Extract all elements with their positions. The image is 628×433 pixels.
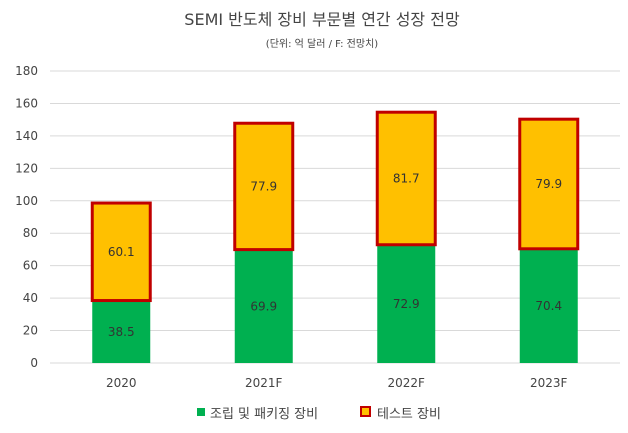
y-tick-label: 80 <box>23 226 38 240</box>
bar-test-equipment <box>375 110 437 247</box>
data-label-test: 60.1 <box>108 245 135 259</box>
y-tick-label: 20 <box>23 324 38 338</box>
bar-assembly-packaging <box>234 249 293 363</box>
data-label-assembly: 70.4 <box>535 299 562 313</box>
bar-test-equipment <box>233 121 295 252</box>
x-category-label: 2020 <box>106 376 137 390</box>
x-category-label: 2021F <box>245 376 283 390</box>
legend-label-test: 테스트 장비 <box>377 407 441 422</box>
y-tick-label: 100 <box>15 194 38 208</box>
y-tick-label: 40 <box>23 291 38 305</box>
data-label-test: 77.9 <box>250 179 277 193</box>
y-tick-label: 180 <box>15 64 38 78</box>
chart-title: SEMI 반도체 장비 부문별 연간 성장 전망 <box>184 10 460 29</box>
data-label-test: 79.9 <box>535 177 562 191</box>
x-axis-categories: 2020 2021F 2022F 2023F <box>106 376 568 390</box>
bar-test-equipment <box>90 201 152 303</box>
y-tick-label: 160 <box>15 96 38 110</box>
legend-swatch-test <box>360 406 371 417</box>
y-tick-label: 60 <box>23 259 38 273</box>
legend-label-assembly: 조립 및 패키징 장비 <box>210 407 318 422</box>
data-label-assembly: 38.5 <box>108 325 135 339</box>
y-tick-label: 120 <box>15 161 38 175</box>
bar-assembly-packaging <box>92 300 151 363</box>
bar-test-equipment <box>518 117 580 251</box>
x-category-label: 2022F <box>388 376 426 390</box>
bar-assembly-packaging <box>377 244 436 363</box>
y-tick-label: 140 <box>15 129 38 143</box>
y-axis-ticks: 0 20 40 60 80 100 120 140 160 180 <box>15 64 38 370</box>
legend-swatch-assembly <box>197 408 205 416</box>
y-tick-label: 0 <box>30 356 38 370</box>
x-category-label: 2023F <box>530 376 568 390</box>
data-label-assembly: 72.9 <box>393 297 420 311</box>
chart-subtitle: (단위: 억 달러 / F: 전망치) <box>266 37 378 50</box>
bar-assembly-packaging <box>519 248 578 363</box>
data-label-test: 81.7 <box>393 171 420 185</box>
bars: 38.5 60.1 69.9 77.9 72.9 81.7 70.4 79.9 <box>90 110 580 363</box>
data-label-assembly: 69.9 <box>250 299 277 313</box>
legend: 조립 및 패키징 장비 테스트 장비 <box>197 406 441 422</box>
